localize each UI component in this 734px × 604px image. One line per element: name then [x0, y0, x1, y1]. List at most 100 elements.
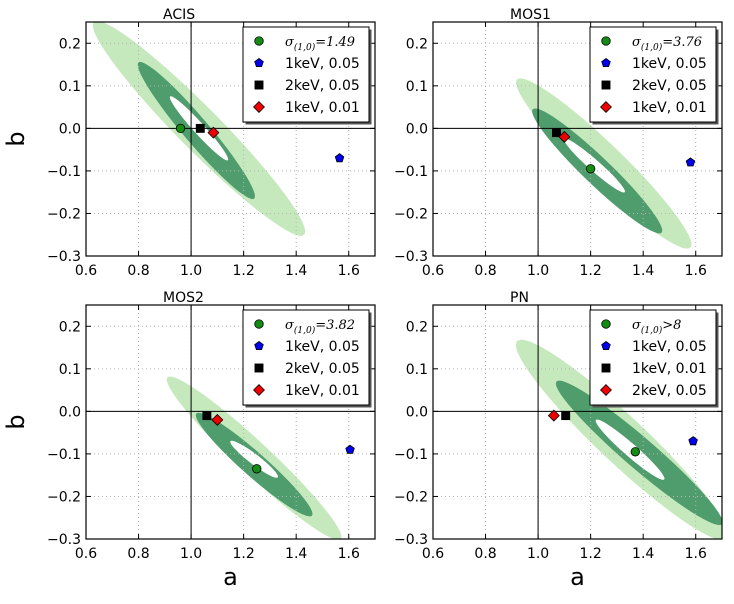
x-tick-label: 1.6 [685, 263, 707, 279]
legend-marker-circle [254, 319, 264, 329]
plot-frame [432, 21, 723, 257]
data-point-square [561, 411, 571, 421]
panel-pn: 0.6 0.8 1.0 1.2 1.4 1.6 0.2 0.1 0.0 −0.1 −0.2 −0.3 P… [394, 290, 723, 591]
legend-marker-diamond [253, 101, 265, 113]
panel-acis: 0.6 0.8 1.0 1.2 1.4 1.6 0.2 0.1 0.0 −0.1 −0.2 −0.3 A… [2, 7, 376, 279]
x-tick-label: 0.6 [75, 546, 97, 562]
legend: σ(1,0)=3.82 1keV, 0.05 2keV, 0.05 1keV, 0.0… [242, 309, 372, 408]
y-tick-label: 0.0 [59, 404, 81, 420]
x-tick-label: 1.0 [180, 263, 202, 279]
sigma-relation: > [662, 318, 673, 333]
data-point-circle [252, 464, 262, 474]
legend-marker-pentagon [601, 341, 611, 351]
x-tick-label: 1.4 [632, 263, 654, 279]
x-tick-label: 1.2 [233, 546, 255, 562]
data-point-pentagon [345, 444, 355, 454]
legend-sigma-label: σ(1,0)=1.49 [285, 35, 355, 53]
x-tick-label: 1.4 [285, 263, 307, 279]
plot-area [433, 22, 722, 256]
plot-area [86, 305, 375, 539]
y-tick-label: −0.3 [47, 249, 81, 265]
data-point-diamond [547, 409, 560, 422]
contour-core [564, 138, 626, 193]
panel-title: MOS1 [510, 7, 551, 23]
legend-marker-diamond [253, 384, 265, 396]
legend: σ(1,0)>8 1keV, 0.05 1keV, 0.01 2keV, 0.05 [589, 309, 719, 408]
x-tick-label: 1.2 [580, 546, 602, 562]
x-tick-label: 1.6 [338, 263, 360, 279]
data-point-diamond [211, 413, 224, 426]
y-tick-label: 0.0 [406, 404, 428, 420]
legend-marker-square [254, 363, 264, 373]
panel-title: ACIS [163, 7, 195, 23]
sigma-subscript: (1,0) [294, 42, 316, 53]
plot-area [433, 305, 722, 539]
x-axis-title: a [223, 563, 238, 591]
sigma-subscript: (1,0) [294, 325, 316, 336]
x-tick-label: 0.6 [422, 546, 444, 562]
data-point-diamond [558, 130, 571, 143]
plot-frame [85, 304, 376, 540]
data-point-diamond [207, 126, 220, 139]
panel-title: MOS2 [163, 290, 204, 306]
legend-marker-square [601, 363, 611, 373]
legend-label: 1keV, 0.01 [285, 383, 360, 399]
x-tick-label: 0.6 [75, 263, 97, 279]
legend-marker-circle [601, 319, 611, 329]
sigma-symbol: σ [632, 35, 642, 50]
legend-label: 1keV, 0.01 [285, 100, 360, 116]
x-tick-label: 1.2 [233, 263, 255, 279]
data-point-circle [585, 164, 596, 174]
legend-sigma-label: σ(1,0)>8 [632, 318, 681, 336]
y-tick-label: 0.0 [59, 121, 81, 137]
y-tick-label: −0.2 [394, 206, 428, 222]
legend-label: 2keV, 0.05 [285, 78, 360, 94]
y-tick-label: −0.2 [47, 206, 81, 222]
sigma-value: 3.76 [673, 35, 702, 50]
legend-marker-pentagon [601, 58, 611, 67]
legend-marker-square [601, 80, 611, 90]
x-tick-label: 1.0 [527, 263, 549, 279]
legend-sigma-label: σ(1,0)=3.82 [285, 318, 355, 336]
x-axis-title: a [570, 563, 585, 591]
legend-label: 1keV, 0.05 [285, 339, 360, 355]
x-tick-label: 0.8 [127, 263, 149, 279]
sigma-value: 8 [673, 318, 681, 333]
data-point-pentagon [688, 436, 698, 446]
legend-label: 1keV, 0.05 [632, 339, 707, 355]
data-point-square [195, 123, 205, 133]
x-tick-label: 0.8 [127, 546, 149, 562]
data-point-circle [175, 123, 186, 134]
y-tick-label: −0.1 [394, 164, 428, 180]
contour-core [230, 440, 278, 478]
plot-frame [432, 304, 723, 540]
x-tick-label: 1.6 [338, 546, 360, 562]
sigma-symbol: σ [632, 318, 642, 333]
y-tick-label: 0.1 [59, 79, 81, 95]
sigma-symbol: σ [285, 35, 295, 50]
sigma-subscript: (1,0) [641, 42, 663, 53]
y-tick-label: −0.1 [47, 164, 81, 180]
legend-marker-square [254, 80, 264, 90]
data-point-square [552, 128, 561, 138]
y-tick-label: 0.2 [59, 319, 81, 335]
y-tick-label: −0.3 [47, 532, 81, 548]
y-tick-label: −0.2 [47, 489, 81, 505]
legend-marker-circle [601, 36, 611, 46]
x-tick-label: 0.8 [474, 263, 496, 279]
legend-label: 2keV, 0.05 [632, 383, 707, 399]
plot-area [86, 22, 375, 256]
x-tick-label: 1.0 [527, 546, 549, 562]
panel-mos2: 0.6 0.8 1.0 1.2 1.4 1.6 0.2 0.1 0.0 −0.1 −0.2 −0.3 M… [2, 290, 376, 591]
y-tick-label: 0.1 [59, 362, 81, 378]
legend-label: 1keV, 0.05 [285, 56, 360, 72]
y-tick-label: 0.2 [406, 319, 428, 335]
legend-marker-diamond [600, 384, 612, 396]
data-point-pentagon [334, 153, 345, 163]
y-tick-label: 0.1 [406, 79, 428, 95]
y-tick-label: −0.2 [394, 489, 428, 505]
sigma-relation: = [662, 35, 673, 50]
x-tick-label: 0.8 [474, 546, 496, 562]
legend-label: 2keV, 0.05 [285, 361, 360, 377]
